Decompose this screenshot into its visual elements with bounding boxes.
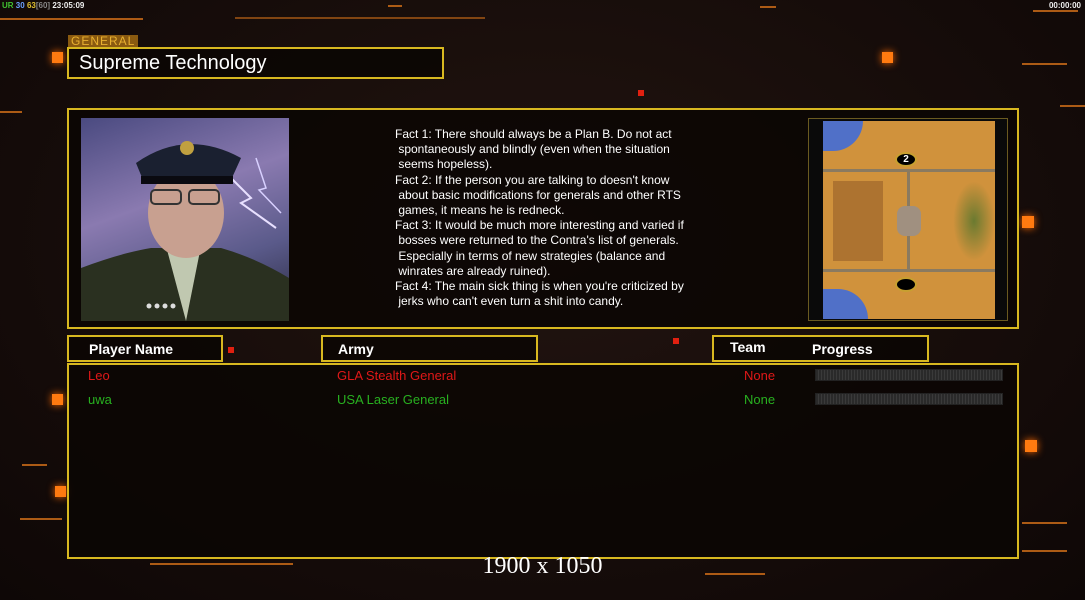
- header-player-name: Player Name: [67, 335, 223, 362]
- fact-line: jerks who can't even turn a shit into ca…: [395, 294, 624, 309]
- player-army: GLA Stealth General: [337, 368, 457, 383]
- fact-line: bosses were returned to the Contra's lis…: [395, 233, 679, 248]
- header-progress: Progress: [812, 341, 873, 357]
- decor-line: [20, 518, 62, 520]
- decor-line: [235, 17, 485, 19]
- ur-label: UR: [2, 1, 14, 10]
- fact-line: winrates are already ruined).: [395, 263, 551, 278]
- decor-line: [22, 464, 47, 466]
- start-position-marker: [895, 277, 917, 292]
- map-terrain: 2: [823, 121, 995, 319]
- decor-square: [52, 52, 63, 63]
- decor-square: [228, 347, 234, 353]
- fact-line: about basic modifications for generals a…: [395, 187, 681, 202]
- fact-line: spontaneously and blindly (even when the…: [395, 142, 670, 157]
- general-label: GENERAL: [68, 35, 139, 48]
- decor-line: [0, 18, 143, 20]
- general-name: Supreme Technology: [67, 47, 444, 79]
- player-team: None: [744, 368, 776, 383]
- system-time: 23:05:09: [52, 1, 85, 10]
- header-team: Team: [730, 339, 766, 355]
- fact-line: games, it means he is redneck.: [395, 203, 565, 218]
- player-name: Leo: [88, 368, 110, 383]
- general-portrait: [81, 118, 289, 321]
- players-panel: Leo GLA Stealth General None uwa USA Laser G…: [67, 363, 1019, 559]
- decor-line: [1022, 63, 1067, 65]
- decor-line: [1022, 522, 1067, 524]
- decor-line: [0, 111, 22, 113]
- player-team: None: [744, 392, 776, 407]
- minimap[interactable]: 2: [808, 118, 1008, 321]
- decor-line: [705, 573, 765, 575]
- fps-value: 30: [15, 1, 25, 10]
- decor-line: [1060, 105, 1085, 107]
- player-progress-bar: [815, 369, 1003, 381]
- game-clock: 00:00:00: [1048, 1, 1081, 10]
- decor-square: [673, 338, 679, 344]
- fact-line: seems hopeless).: [395, 157, 493, 172]
- decor-line: [150, 563, 293, 565]
- decor-square: [52, 394, 63, 405]
- player-army: USA Laser General: [337, 392, 450, 407]
- decor-line: [388, 5, 402, 7]
- fact-line: Especially in terms of new strategies (b…: [395, 248, 666, 263]
- decor-line: [1033, 10, 1078, 12]
- performance-readout: UR 30 63[60] 23:05:09: [2, 1, 84, 10]
- player-progress-bar: [815, 393, 1003, 405]
- decor-square: [638, 90, 644, 96]
- decor-square: [55, 486, 66, 497]
- fact-line: Fact 4: The main sick thing is when you'…: [395, 279, 684, 294]
- fact-line: Fact 1: There should always be a Plan B.…: [395, 127, 672, 141]
- decor-square: [1022, 216, 1034, 228]
- header-team-progress: Team Progress: [712, 335, 929, 362]
- decor-line: [1022, 550, 1067, 552]
- general-facts: Fact 1: There should always be a Plan B.…: [395, 127, 725, 309]
- fact-line: Fact 3: It would be much more interestin…: [395, 218, 684, 233]
- fps-value: 63: [26, 1, 36, 10]
- header-army: Army: [321, 335, 538, 362]
- fact-line: Fact 2: If the person you are talking to…: [395, 172, 670, 187]
- decor-square: [1025, 440, 1037, 452]
- fps-cap: [60]: [35, 1, 51, 10]
- player-name: uwa: [88, 392, 112, 407]
- decor-line: [760, 6, 776, 8]
- resolution-label: 1900 x 1050: [482, 553, 603, 579]
- player-start-marker: 2: [895, 152, 917, 167]
- decor-square: [882, 52, 893, 63]
